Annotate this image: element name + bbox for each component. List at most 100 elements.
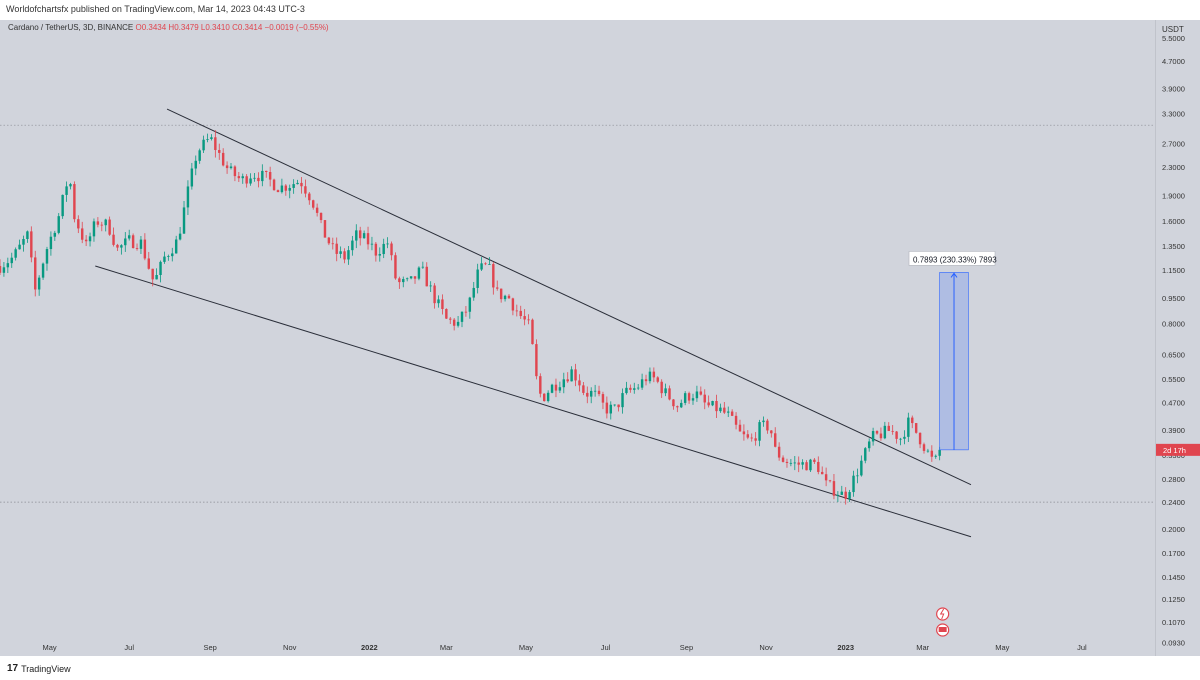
candle-body: [640, 379, 644, 388]
candle-body: [315, 207, 319, 213]
candle-body: [911, 417, 914, 424]
candle-body: [18, 244, 21, 250]
candle-body: [88, 236, 92, 242]
candle-body: [723, 407, 726, 413]
candle-body: [327, 237, 331, 244]
price-tick-label: 1.9000: [1162, 191, 1185, 200]
candle-body: [308, 193, 311, 201]
candle-body: [178, 233, 182, 240]
candle-body: [468, 297, 472, 312]
candle-body: [621, 393, 624, 408]
candle-body: [22, 238, 25, 245]
candle-body: [511, 298, 515, 311]
price-tick-label: 0.1700: [1162, 549, 1185, 558]
trendline: [95, 265, 972, 538]
candle-body: [762, 420, 765, 423]
candle-body: [237, 176, 241, 179]
candle-body: [429, 285, 432, 287]
symbol-legend: Cardano / TetherUS, 3D, BINANCE O0.3434 …: [8, 23, 329, 32]
candle-body: [300, 182, 303, 187]
candle-body: [582, 385, 585, 393]
candle-body: [61, 194, 64, 217]
candle-body: [268, 171, 272, 180]
candle-body: [386, 243, 389, 245]
candle-body: [746, 434, 750, 438]
candle-body: [934, 455, 937, 457]
candle-body: [425, 266, 428, 287]
candle-body: [566, 379, 569, 382]
candle-body: [589, 390, 593, 397]
candle-body: [323, 220, 327, 238]
price-tick-label: 3.9000: [1162, 85, 1185, 94]
candle-body: [100, 224, 104, 226]
footer: [0, 656, 1200, 680]
last-price-tag-text: 2d 17h: [1163, 446, 1186, 455]
candle-body: [206, 139, 209, 140]
candle-body: [656, 377, 659, 382]
candle-body: [593, 390, 597, 392]
time-tick-label: 2022: [361, 643, 378, 652]
measure-label-box: [908, 251, 996, 266]
candle-body: [272, 179, 276, 191]
candle-body: [437, 299, 440, 304]
candle-body: [347, 250, 350, 260]
candle-body: [719, 407, 722, 412]
candle-body: [832, 481, 836, 496]
top-bar: Worldofchartsfx published on TradingView…: [0, 0, 1200, 20]
candle-body: [241, 176, 244, 179]
candle-body: [824, 474, 828, 481]
candle-body: [715, 400, 718, 412]
candle-body: [41, 263, 45, 278]
candle-body: [417, 267, 421, 279]
price-tick-label: 0.3900: [1162, 426, 1185, 435]
price-tick-label: 0.9500: [1162, 294, 1185, 303]
candle-body: [116, 244, 119, 248]
candle-body: [543, 393, 546, 402]
candle-body: [793, 462, 797, 464]
candle-body: [914, 423, 918, 433]
candle-body: [194, 160, 197, 169]
candle-body: [92, 221, 96, 237]
measure-arrow-head: [950, 272, 958, 278]
candle-body: [460, 311, 464, 322]
tradingview-logo-text: TradingView: [21, 663, 71, 674]
candle-body: [104, 219, 107, 226]
candle-body: [6, 263, 10, 268]
candle-body: [163, 256, 166, 262]
candle-body: [938, 449, 941, 456]
candle-body: [519, 310, 522, 317]
candle-body: [261, 170, 264, 182]
candle-body: [926, 450, 930, 452]
candle-body: [65, 186, 68, 195]
time-tick-label: May: [995, 643, 1009, 652]
price-axis[interactable]: [1155, 20, 1200, 656]
candle-body: [918, 432, 922, 445]
candle-body: [96, 221, 100, 225]
time-tick-label: Nov: [759, 643, 773, 652]
price-tick-label: 0.5500: [1162, 375, 1185, 384]
candle-body: [69, 184, 72, 187]
candle-body: [597, 390, 601, 395]
chart-pane[interactable]: [0, 20, 1155, 656]
candle-body: [523, 316, 526, 320]
price-tick-label: 0.2800: [1162, 475, 1185, 484]
candle-body: [629, 387, 632, 390]
candle-body: [77, 219, 80, 229]
candle-body: [49, 236, 53, 250]
candle-body: [844, 491, 847, 499]
tradingview-logo[interactable]: 17 TradingView: [7, 663, 71, 674]
candle-body: [441, 299, 444, 310]
candle-body: [225, 165, 229, 169]
price-tick-label: 0.0930: [1162, 639, 1185, 648]
candle-body: [558, 387, 562, 391]
candle-body: [864, 448, 867, 461]
candle-body: [257, 177, 260, 182]
price-tick-label: 0.8000: [1162, 320, 1185, 329]
candle-body: [734, 415, 738, 425]
candle-body: [135, 248, 139, 249]
candle-body: [535, 344, 538, 377]
candle-body: [867, 441, 871, 449]
price-tick-label: 1.3500: [1162, 242, 1185, 251]
candle-body: [836, 494, 840, 496]
